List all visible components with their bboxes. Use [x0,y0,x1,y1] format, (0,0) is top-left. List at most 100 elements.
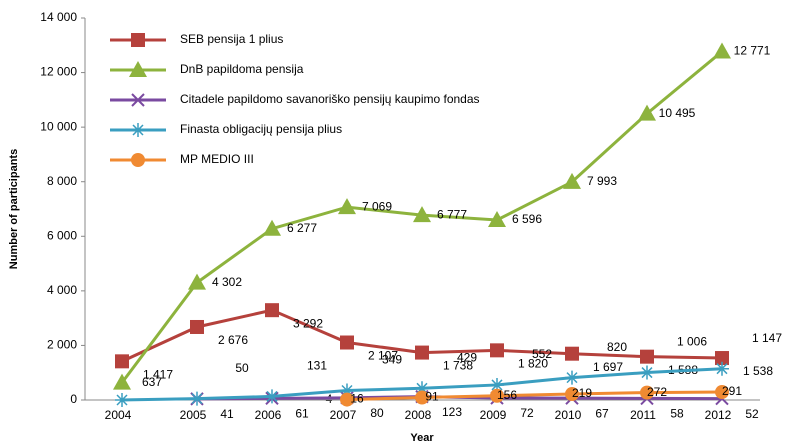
legend-label: MP MEDIO III [180,152,254,166]
marker [640,349,654,364]
marker [340,383,354,398]
data-label: 820 [607,340,627,354]
marker [263,219,281,236]
data-label: 2 676 [218,333,248,347]
marker [715,385,729,400]
data-label: 123 [442,405,462,419]
y-axis-label: Number of participants [8,149,20,269]
data-label: 552 [532,347,552,361]
data-label: 72 [520,406,534,420]
marker [131,123,145,137]
marker [265,303,279,318]
data-label: 1 820 [518,357,548,371]
data-label: 6 777 [437,207,467,221]
x-tick-label: 2008 [405,408,432,422]
data-label: 156 [497,388,517,402]
data-label: 91 [425,390,439,404]
data-label: 6 596 [512,212,542,226]
data-label: 429 [457,350,477,364]
x-tick-label: 2006 [255,408,282,422]
marker [340,335,354,350]
marker [131,93,145,107]
marker [488,211,506,228]
marker [113,373,131,390]
data-label: 10 495 [659,106,696,120]
marker [190,319,204,334]
marker [415,390,429,405]
x-tick-label: 2011 [630,408,656,422]
marker [131,153,145,167]
marker [563,172,581,189]
y-tick-label: 6 000 [47,228,77,242]
x-tick-label: 2009 [480,408,507,422]
data-label: 1 538 [743,364,773,378]
y-tick-label: 12 000 [40,65,77,79]
series-line [346,390,723,402]
data-label: 219 [572,386,592,400]
data-label: 349 [382,353,402,367]
marker [413,206,431,223]
marker [490,377,504,392]
data-label: 58 [670,407,684,421]
y-tick-label: 2 000 [47,338,77,352]
marker [338,198,356,215]
marker [115,354,129,369]
marker [490,343,504,358]
marker [415,381,429,396]
marker [115,393,129,407]
x-tick-label: 2010 [555,408,582,422]
legend-label: Citadele papildomo savanoriško pensijų k… [180,92,480,106]
data-label: 291 [722,384,742,398]
x-axis-label: Year [410,432,434,444]
data-label: 4 302 [212,275,242,289]
legend-label: DnB papildoma pensija [180,62,304,76]
marker [340,392,354,407]
marker [565,387,579,402]
y-tick-label: 14 000 [40,10,77,24]
marker [640,365,654,380]
data-label: 272 [647,385,667,399]
data-label: 3 292 [293,316,323,330]
x-tick-label: 2012 [705,408,732,422]
data-label: 2 107 [368,349,398,363]
marker [129,61,147,77]
data-label: 1 147 [752,331,782,345]
marker [715,361,729,376]
data-label: 1 006 [677,335,707,349]
marker [415,345,429,360]
data-label: 1 697 [593,360,623,374]
y-tick-label: 0 [70,392,77,406]
data-label: 637 [142,375,162,389]
marker [131,33,145,47]
legend-label: Finasta obligacijų pensija plius [180,122,342,136]
marker [713,42,731,59]
marker [565,370,579,385]
data-label: 1 417 [143,368,173,382]
data-label: 6 277 [287,221,317,235]
data-label: 7 069 [362,199,392,213]
y-tick-label: 10 000 [40,119,77,133]
data-label: 1 738 [443,359,473,373]
marker [188,273,206,290]
x-tick-label: 2005 [180,408,207,422]
marker [640,385,654,400]
x-tick-label: 2004 [105,408,132,422]
data-label: 16 [350,392,364,406]
marker [565,346,579,361]
data-label: 80 [370,406,384,420]
x-tick-label: 2007 [330,408,357,422]
legend-label: SEB pensija 1 plius [180,32,283,46]
data-label: 12 771 [734,44,771,58]
marker [490,388,504,403]
marker [638,104,656,121]
data-label: 67 [595,406,609,420]
y-tick-label: 4 000 [47,283,77,297]
data-label: 52 [745,407,759,421]
marker [715,351,729,366]
y-tick-label: 8 000 [47,174,77,188]
marker [190,391,204,406]
data-label: 7 993 [587,174,617,188]
data-label: 131 [307,359,327,373]
marker [265,389,279,404]
